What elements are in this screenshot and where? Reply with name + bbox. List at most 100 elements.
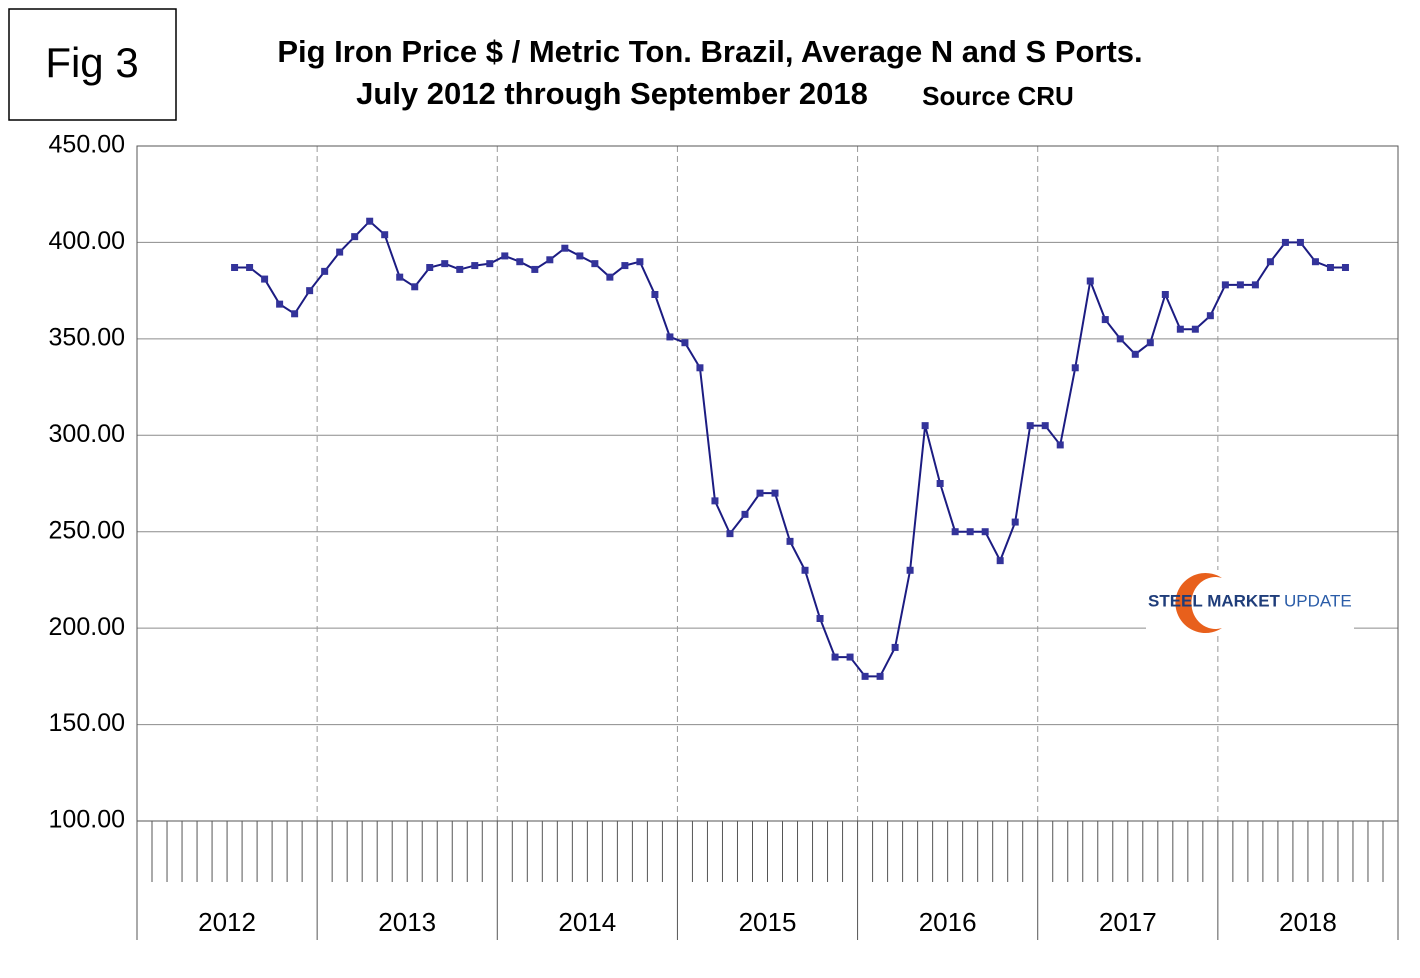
data-point bbox=[831, 653, 839, 661]
data-point bbox=[1086, 277, 1094, 285]
data-point bbox=[981, 528, 989, 536]
data-point bbox=[756, 489, 764, 497]
data-point bbox=[261, 275, 269, 283]
data-point bbox=[291, 310, 299, 318]
data-point bbox=[411, 283, 419, 291]
data-point bbox=[1146, 339, 1154, 347]
x-tick-label: 2012 bbox=[198, 907, 256, 937]
data-point bbox=[996, 557, 1004, 565]
data-point bbox=[381, 231, 389, 239]
x-tick-label: 2018 bbox=[1279, 907, 1337, 937]
data-point bbox=[576, 252, 584, 260]
data-point bbox=[276, 300, 284, 308]
data-point bbox=[1296, 238, 1304, 246]
data-point bbox=[636, 258, 644, 266]
data-point bbox=[1236, 281, 1244, 289]
data-point bbox=[1281, 238, 1289, 246]
data-point bbox=[801, 566, 809, 574]
data-point bbox=[591, 260, 599, 268]
data-point bbox=[321, 267, 329, 275]
data-point bbox=[1176, 325, 1184, 333]
data-point bbox=[891, 643, 899, 651]
data-point bbox=[1101, 316, 1109, 324]
y-tick-label: 300.00 bbox=[49, 420, 125, 448]
data-point bbox=[396, 273, 404, 281]
data-point bbox=[501, 252, 509, 260]
data-point bbox=[696, 364, 704, 372]
data-point bbox=[1056, 441, 1064, 449]
x-tick-label: 2015 bbox=[739, 907, 797, 937]
data-point bbox=[1266, 258, 1274, 266]
y-tick-label: 150.00 bbox=[49, 709, 125, 737]
data-point bbox=[1206, 312, 1214, 320]
data-point bbox=[336, 248, 344, 256]
data-point bbox=[936, 480, 944, 487]
data-point bbox=[516, 258, 524, 266]
source-note: Source CRU bbox=[922, 81, 1074, 111]
data-point bbox=[876, 672, 884, 680]
data-point bbox=[771, 489, 779, 497]
y-tick-label: 350.00 bbox=[49, 323, 125, 351]
logo-swoosh bbox=[1175, 573, 1222, 634]
data-point bbox=[966, 528, 974, 536]
data-point bbox=[471, 262, 479, 270]
data-point bbox=[546, 256, 554, 264]
data-point bbox=[1161, 291, 1169, 298]
data-point bbox=[1041, 422, 1049, 430]
x-tick-label: 2017 bbox=[1099, 907, 1157, 937]
chart-subtitle: July 2012 through September 2018 bbox=[356, 76, 868, 111]
data-point bbox=[456, 265, 464, 273]
data-point bbox=[531, 265, 539, 273]
data-point bbox=[1251, 281, 1259, 289]
data-point bbox=[651, 291, 659, 298]
x-tick-label: 2014 bbox=[558, 907, 616, 937]
data-point bbox=[231, 264, 239, 271]
data-point bbox=[666, 333, 674, 341]
data-point bbox=[426, 264, 434, 271]
data-point bbox=[366, 217, 374, 225]
data-point bbox=[726, 530, 734, 538]
data-point bbox=[816, 615, 824, 622]
y-tick-label: 400.00 bbox=[49, 227, 125, 255]
data-point bbox=[741, 510, 749, 518]
data-point bbox=[1071, 364, 1079, 372]
data-point bbox=[441, 260, 449, 268]
data-point bbox=[1341, 264, 1349, 271]
data-point bbox=[486, 260, 494, 268]
data-point bbox=[1011, 518, 1019, 526]
data-point bbox=[306, 287, 314, 295]
plot-border bbox=[136, 145, 1399, 822]
data-point bbox=[351, 233, 359, 241]
data-point bbox=[246, 264, 254, 271]
y-tick-label: 250.00 bbox=[49, 516, 125, 544]
logo-light: UPDATE bbox=[1284, 591, 1352, 610]
data-point bbox=[1131, 350, 1139, 358]
chart-title: Pig Iron Price $ / Metric Ton. Brazil, A… bbox=[277, 34, 1142, 69]
fig-box bbox=[8, 8, 177, 121]
data-point bbox=[1326, 264, 1334, 271]
logo-bold: STEEL MARKET bbox=[1148, 591, 1281, 610]
data-point bbox=[786, 537, 794, 545]
data-point bbox=[561, 244, 569, 252]
data-point bbox=[906, 566, 914, 574]
y-tick-label: 450.00 bbox=[49, 131, 125, 159]
data-point bbox=[681, 339, 689, 347]
x-tick-label: 2016 bbox=[919, 907, 977, 937]
y-tick-label: 200.00 bbox=[49, 613, 125, 641]
data-point bbox=[951, 528, 959, 536]
data-point bbox=[1116, 335, 1124, 343]
data-point bbox=[921, 422, 929, 430]
data-point bbox=[1221, 281, 1229, 289]
y-tick-label: 100.00 bbox=[49, 806, 125, 834]
data-point bbox=[621, 262, 629, 270]
data-point bbox=[861, 672, 869, 680]
data-point bbox=[606, 273, 614, 281]
data-point bbox=[1026, 422, 1034, 430]
data-point bbox=[711, 497, 719, 505]
data-point bbox=[1311, 258, 1319, 266]
fig-label: Fig 3 bbox=[45, 39, 138, 86]
data-point bbox=[846, 653, 854, 661]
data-point bbox=[1191, 325, 1199, 333]
